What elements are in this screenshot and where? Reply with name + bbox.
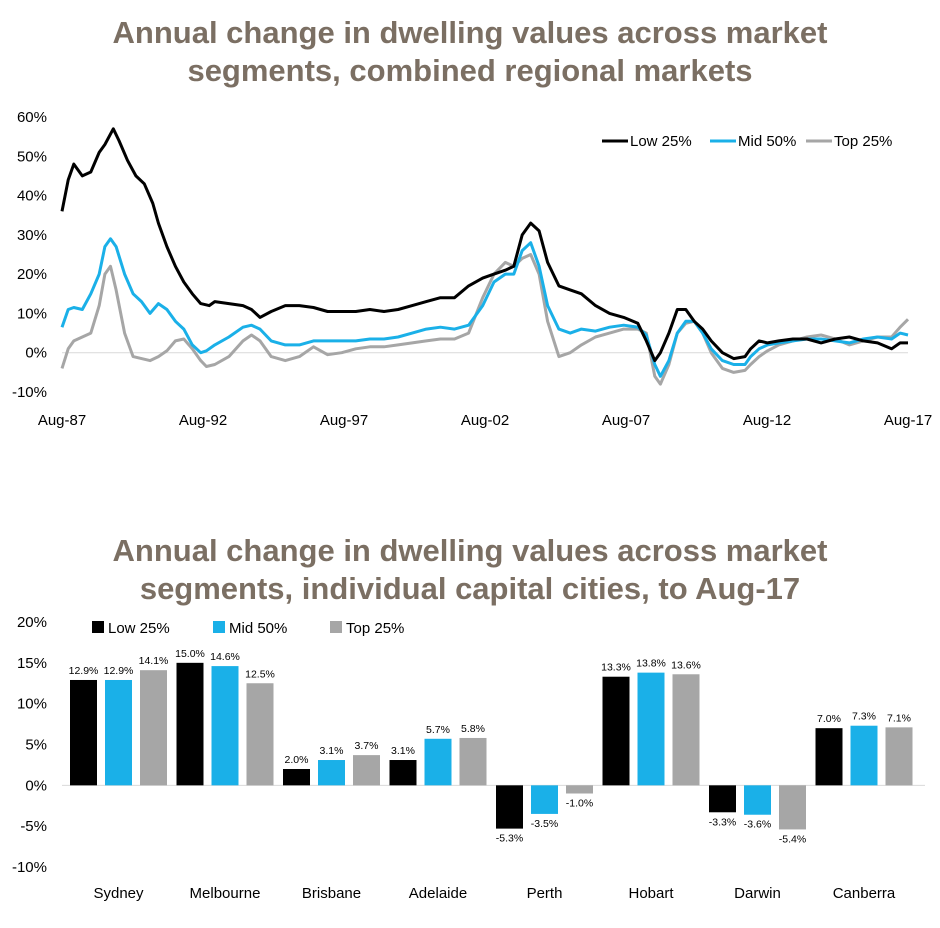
series-line-low-25- (60, 127, 908, 363)
bar-perth-mid-50- (531, 785, 558, 814)
y-tick-label: 10% (17, 696, 47, 713)
category-label: Sydney (93, 885, 144, 902)
x-tick-label: Aug-97 (320, 412, 368, 429)
data-label: 5.7% (426, 724, 450, 736)
legend-label: Low 25% (108, 620, 170, 637)
line-chart-title-line-2: segments, combined regional markets (187, 53, 753, 88)
bar-chart-title-line-1: Annual change in dwelling values across … (112, 533, 828, 568)
y-tick-label: 20% (17, 614, 47, 631)
x-tick-label: Aug-07 (602, 412, 650, 429)
category-label: Hobart (628, 885, 674, 902)
x-tick-label: Aug-02 (461, 412, 509, 429)
bar-canberra-low-25- (815, 728, 843, 786)
y-tick-label: -5% (20, 818, 47, 835)
data-label: -5.4% (779, 833, 806, 845)
legend-label: Top 25% (834, 133, 892, 150)
data-label: 12.9% (104, 665, 134, 677)
data-label: 7.3% (852, 711, 876, 723)
series-line-mid-50- (60, 237, 909, 378)
category-label: Perth (527, 885, 563, 902)
y-tick-label: 20% (17, 266, 47, 283)
data-label: -3.3% (709, 816, 736, 828)
bar-hobart-low-25- (602, 676, 630, 786)
data-label: 7.1% (887, 712, 911, 724)
bar-brisbane-low-25- (283, 769, 310, 786)
bar-darwin-low-25- (709, 785, 736, 813)
data-label: 3.1% (391, 745, 415, 757)
line-chart-title: Annual change in dwelling values across … (0, 14, 940, 90)
bar-darwin-mid-50- (744, 785, 771, 815)
y-tick-label: 10% (17, 305, 47, 322)
data-label: 2.0% (285, 754, 309, 766)
legend-swatch (92, 621, 104, 633)
bar-canberra-top-25- (885, 727, 913, 786)
legend-swatch (330, 621, 342, 633)
bar-melbourne-mid-50- (211, 666, 239, 786)
bar-adelaide-low-25- (389, 760, 417, 786)
data-label: 5.8% (461, 723, 485, 735)
y-tick-label: 0% (25, 777, 47, 794)
y-tick-label: 5% (25, 737, 47, 754)
y-tick-label: 0% (25, 345, 47, 362)
bar-hobart-top-25- (672, 674, 700, 786)
data-label: -3.6% (744, 819, 771, 831)
bar-sydney-low-25- (70, 679, 97, 786)
bar-chart-title: Annual change in dwelling values across … (0, 532, 940, 608)
x-tick-label: Aug-87 (38, 412, 86, 429)
data-label: -5.3% (496, 833, 523, 845)
category-label: Adelaide (409, 885, 467, 902)
data-label: 7.0% (817, 713, 841, 725)
y-tick-label: 60% (17, 109, 47, 126)
x-tick-label: Aug-92 (179, 412, 227, 429)
y-tick-label: -10% (12, 859, 47, 876)
bar-darwin-top-25- (779, 785, 806, 830)
x-tick-label: Aug-12 (743, 412, 791, 429)
bar-perth-low-25- (496, 785, 523, 829)
bar-hobart-mid-50- (637, 672, 665, 786)
legend-label: Mid 50% (738, 133, 796, 150)
bar-melbourne-top-25- (246, 683, 274, 786)
line-chart-title-line-1: Annual change in dwelling values across … (112, 15, 828, 50)
data-label: 15.0% (175, 648, 205, 660)
bar-chart-title-line-2: segments, individual capital cities, to … (139, 571, 801, 606)
bar-canberra-mid-50- (850, 725, 878, 786)
data-label: 14.1% (139, 655, 169, 667)
legend-swatch (213, 621, 225, 633)
category-label: Melbourne (190, 885, 261, 902)
data-label: -3.5% (531, 818, 558, 830)
data-label: 12.9% (69, 665, 99, 677)
bar-adelaide-mid-50- (424, 738, 452, 786)
bar-perth-top-25- (566, 785, 593, 794)
data-label: 14.6% (210, 651, 240, 663)
data-label: -1.0% (566, 798, 593, 810)
x-tick-label: Aug-17 (884, 412, 932, 429)
y-tick-label: 30% (17, 227, 47, 244)
data-label: 3.7% (355, 740, 379, 752)
legend-label: Top 25% (346, 620, 404, 637)
legend-label: Mid 50% (229, 620, 287, 637)
bar-sydney-mid-50- (105, 679, 132, 786)
y-tick-label: 15% (17, 655, 47, 672)
y-tick-label: -10% (12, 384, 47, 401)
y-tick-label: 50% (17, 148, 47, 165)
data-label: 13.6% (671, 659, 701, 671)
data-label: 12.5% (245, 668, 275, 680)
series-line-top-25- (60, 253, 910, 386)
data-label: 13.8% (636, 658, 666, 670)
category-label: Canberra (833, 885, 896, 902)
bar-brisbane-top-25- (353, 755, 380, 786)
y-tick-label: 40% (17, 188, 47, 205)
category-label: Brisbane (302, 885, 361, 902)
bar-adelaide-top-25- (459, 737, 487, 786)
legend-label: Low 25% (630, 133, 692, 150)
category-label: Darwin (734, 885, 781, 902)
line-chart: 60% 50% 40% 30% 20% 10% 0% -10% Aug-87 Aug-92 Aug-… (12, 109, 932, 429)
bar-brisbane-mid-50- (318, 760, 345, 786)
bar-sydney-top-25- (140, 670, 167, 786)
data-label: 3.1% (320, 745, 344, 757)
bar-melbourne-low-25- (176, 662, 204, 786)
data-label: 13.3% (601, 662, 631, 674)
